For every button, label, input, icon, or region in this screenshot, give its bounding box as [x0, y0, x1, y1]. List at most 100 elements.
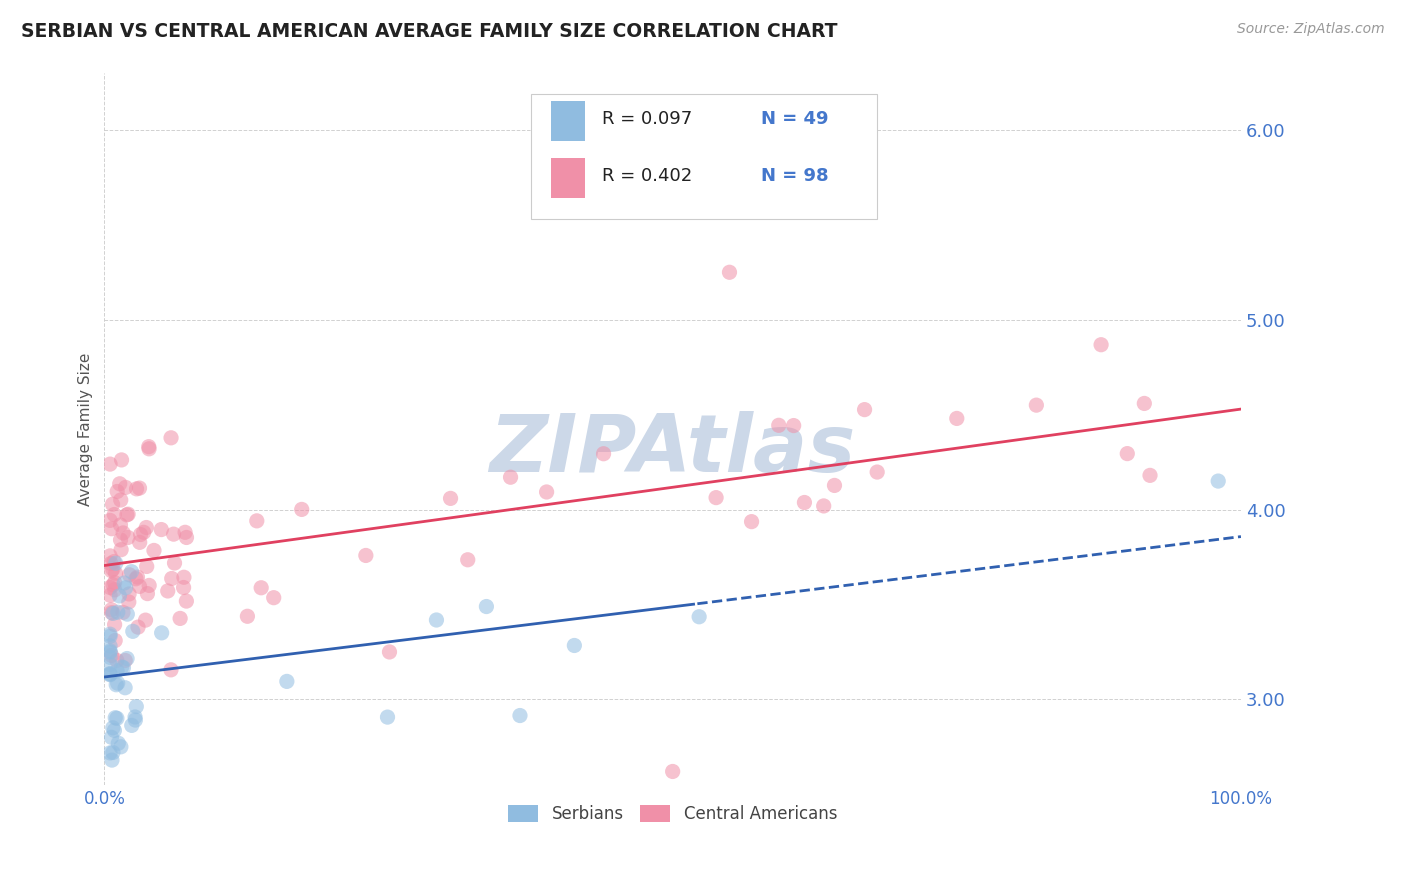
Point [110, 493, 132, 508]
Point [564, 639, 586, 653]
Point [125, 699, 148, 714]
Point [176, 531, 198, 545]
Point [169, 611, 191, 625]
Point [704, 491, 727, 505]
Point [236, 609, 259, 624]
Point [108, 589, 131, 603]
Point [377, 710, 399, 724]
Point [100, 648, 122, 663]
Point [138, 440, 160, 454]
FancyBboxPatch shape [530, 95, 877, 219]
Point [110, 533, 132, 547]
Point [276, 674, 298, 689]
Point [98, 581, 121, 595]
Point [128, 535, 150, 549]
Point [853, 402, 876, 417]
FancyBboxPatch shape [551, 102, 585, 141]
Point [98, 667, 121, 681]
Point [439, 491, 461, 506]
Point [105, 653, 128, 667]
Point [104, 556, 127, 570]
Point [246, 514, 269, 528]
Point [132, 525, 155, 540]
Point [100, 731, 122, 745]
Point [107, 676, 129, 690]
Point [138, 442, 160, 456]
Point [114, 480, 136, 494]
Point [104, 566, 127, 581]
Point [499, 470, 522, 484]
Point [101, 578, 124, 592]
Point [661, 764, 683, 779]
Point [536, 485, 558, 500]
Point [176, 594, 198, 608]
Point [688, 609, 710, 624]
Text: N = 49: N = 49 [761, 111, 828, 128]
Point [101, 746, 124, 760]
Point [127, 570, 149, 584]
Point [125, 572, 148, 586]
Point [104, 711, 127, 725]
Y-axis label: Average Family Size: Average Family Size [79, 352, 93, 506]
Point [101, 753, 124, 767]
Point [98, 588, 121, 602]
Point [121, 718, 143, 732]
Point [115, 508, 138, 522]
Point [114, 653, 136, 667]
Point [1116, 447, 1139, 461]
Point [100, 557, 122, 571]
Point [111, 606, 134, 620]
Point [143, 543, 166, 558]
Point [103, 723, 125, 738]
Point [174, 525, 197, 540]
Point [104, 617, 127, 632]
Point [250, 581, 273, 595]
Point [100, 522, 122, 536]
Point [98, 627, 121, 641]
Point [98, 644, 121, 658]
Point [1133, 396, 1156, 410]
Point [105, 484, 128, 499]
Point [793, 495, 815, 509]
Point [173, 581, 195, 595]
FancyBboxPatch shape [551, 159, 585, 197]
Point [156, 584, 179, 599]
Point [103, 555, 125, 569]
Text: ZIPAtlas: ZIPAtlas [489, 411, 856, 489]
Point [105, 711, 128, 725]
Point [135, 613, 157, 627]
Point [104, 582, 127, 597]
Point [1090, 337, 1112, 351]
Point [104, 633, 127, 648]
Point [129, 527, 152, 541]
Legend: Serbians, Central Americans: Serbians, Central Americans [502, 798, 844, 830]
Point [782, 418, 804, 433]
Point [1139, 468, 1161, 483]
Point [150, 625, 173, 640]
Point [121, 565, 143, 579]
Point [138, 578, 160, 592]
Point [124, 713, 146, 727]
Point [110, 517, 132, 532]
Point [115, 651, 138, 665]
Point [378, 645, 401, 659]
Point [163, 556, 186, 570]
Point [162, 527, 184, 541]
Point [100, 603, 122, 617]
Point [98, 549, 121, 563]
Point [160, 572, 183, 586]
Point [1206, 474, 1229, 488]
Point [125, 482, 148, 496]
Point [98, 650, 121, 665]
Point [98, 639, 121, 653]
Point [1025, 398, 1047, 412]
Point [128, 579, 150, 593]
Point [173, 570, 195, 584]
Point [98, 746, 121, 760]
Text: R = 0.097: R = 0.097 [602, 111, 692, 128]
Point [160, 663, 183, 677]
Point [118, 587, 141, 601]
Text: SERBIAN VS CENTRAL AMERICAN AVERAGE FAMILY SIZE CORRELATION CHART: SERBIAN VS CENTRAL AMERICAN AVERAGE FAMI… [21, 22, 838, 41]
Point [509, 708, 531, 723]
Point [110, 739, 132, 754]
